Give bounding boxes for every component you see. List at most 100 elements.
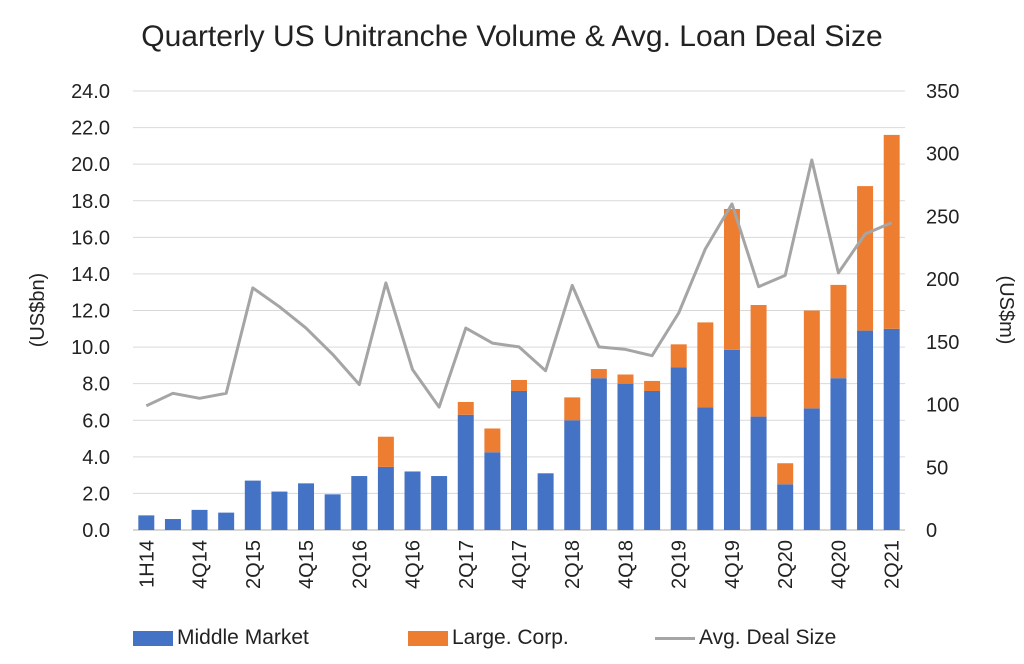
x-tick-label: 2Q19 <box>669 540 691 589</box>
y2-tick-label: 350 <box>926 81 959 103</box>
legend-item-avg-deal-size: Avg. Deal Size <box>655 626 836 650</box>
bar-middle-market <box>298 483 315 530</box>
legend-label-avg-deal-size: Avg. Deal Size <box>699 626 837 649</box>
y-axis-right: 0 50 100 150 200 250 300 350 <box>926 81 959 542</box>
legend-label-middle-market: Middle Market <box>177 626 309 649</box>
bar-large-corp <box>777 463 794 485</box>
bar-middle-market <box>511 390 527 530</box>
legend-swatch-middle-market <box>133 630 173 646</box>
y-tick-label: 22.0 <box>71 118 110 140</box>
y2-tick-label: 200 <box>926 269 959 291</box>
bar-large-corp <box>883 134 900 329</box>
line-series <box>145 158 893 409</box>
x-axis: 1H14 4Q14 2Q15 4Q15 2Q16 4Q16 2Q17 4Q17 2Q18 4Q18… <box>136 540 903 589</box>
y-tick-label: 24.0 <box>71 81 110 103</box>
x-tick-label: 4Q20 <box>828 540 850 589</box>
bar-large-corp <box>830 284 847 379</box>
y-axis-left: 0.0 2.0 4.0 6.0 8.0 10.0 12.0 14.0 16.0 18.0 20.0 2… <box>71 81 110 542</box>
bar-middle-market <box>883 328 900 530</box>
bar-middle-market <box>697 407 714 530</box>
bar-large-corp <box>590 369 607 379</box>
legend-swatch-avg-deal-size <box>655 636 695 640</box>
y2-tick-label: 300 <box>926 144 959 166</box>
x-tick-label: 2Q17 <box>456 540 478 589</box>
bar-middle-market <box>431 476 448 530</box>
bar-middle-market <box>830 378 847 530</box>
y2-tick-label: 150 <box>926 332 959 354</box>
x-tick-label: 4Q15 <box>296 540 318 589</box>
x-tick-label: 4Q16 <box>403 540 425 589</box>
x-tick-label: 2Q20 <box>775 540 797 589</box>
bar-large-corp <box>377 436 394 467</box>
y2-tick-label: 0 <box>926 520 937 542</box>
bar-middle-market <box>670 367 687 530</box>
bar-middle-market <box>857 330 874 530</box>
legend-swatch-large-corp <box>408 630 448 646</box>
bar-middle-market <box>484 452 501 530</box>
bar-large-corp <box>564 397 581 421</box>
bar-middle-market <box>457 414 474 530</box>
x-tick-label: 4Q18 <box>615 540 637 589</box>
x-tick-label: 4Q17 <box>509 540 531 589</box>
bar-large-corp <box>457 401 474 415</box>
bar-large-corp <box>857 186 874 331</box>
bar-middle-market <box>644 390 661 530</box>
bar-middle-market <box>564 420 581 530</box>
bar-large-corp <box>644 380 661 391</box>
bar-middle-market <box>377 466 394 530</box>
legend-item-middle-market: Middle Market <box>133 626 309 650</box>
x-tick-label: 4Q19 <box>722 540 744 589</box>
bar-middle-market <box>803 408 820 530</box>
bar-middle-market <box>750 416 767 530</box>
line-avg-deal-size <box>145 158 893 409</box>
bar-middle-market <box>218 512 235 530</box>
y-tick-label: 4.0 <box>82 447 110 469</box>
y-tick-label: 20.0 <box>71 154 110 176</box>
y-tick-label: 2.0 <box>82 483 110 505</box>
bar-middle-market <box>617 383 634 530</box>
y-tick-label: 12.0 <box>71 301 110 323</box>
y-axis-title: (US$bn) <box>27 273 49 347</box>
bar-large-corp <box>670 344 687 368</box>
bar-middle-market <box>271 491 288 530</box>
bar-large-corp <box>484 428 501 453</box>
legend-label-large-corp: Large. Corp. <box>452 626 569 649</box>
y2-tick-label: 50 <box>926 457 948 479</box>
x-tick-label: 2Q16 <box>349 540 371 589</box>
bar-large-corp <box>723 208 740 350</box>
chart-title: Quarterly US Unitranche Volume & Avg. Lo… <box>141 20 883 53</box>
y2-tick-label: 100 <box>926 395 959 417</box>
bar-middle-market <box>590 378 607 530</box>
x-tick-label: 2Q18 <box>562 540 584 589</box>
bar-large-corp <box>511 380 527 391</box>
bars <box>138 134 900 530</box>
bar-middle-market <box>164 519 181 530</box>
bar-middle-market <box>351 476 368 530</box>
bar-middle-market <box>777 484 794 530</box>
bar-middle-market <box>138 515 155 530</box>
bar-large-corp <box>750 305 767 417</box>
y-tick-label: 16.0 <box>71 227 110 249</box>
bar-middle-market <box>191 509 208 530</box>
bar-large-corp <box>803 310 820 409</box>
bar-large-corp <box>697 322 714 408</box>
bar-middle-market <box>324 494 341 530</box>
y-tick-label: 10.0 <box>71 337 110 359</box>
bar-middle-market <box>537 473 554 530</box>
y2-axis-title: (US$m) <box>995 276 1017 345</box>
y-tick-label: 18.0 <box>71 191 110 213</box>
bar-middle-market <box>404 471 421 530</box>
legend: Middle Market Large. Corp. Avg. Deal Siz… <box>0 626 1024 658</box>
legend-item-large-corp: Large. Corp. <box>408 626 569 650</box>
y2-tick-label: 250 <box>926 206 959 228</box>
x-tick-label: 4Q14 <box>190 540 212 589</box>
y-tick-label: 8.0 <box>82 374 110 396</box>
y-tick-label: 6.0 <box>82 410 110 432</box>
x-tick-label: 1H14 <box>136 540 158 588</box>
bar-middle-market <box>723 349 740 530</box>
y-tick-label: 14.0 <box>71 264 110 286</box>
x-tick-label: 2Q15 <box>243 540 265 589</box>
x-tick-label: 2Q21 <box>882 540 904 589</box>
bar-large-corp <box>617 374 634 384</box>
